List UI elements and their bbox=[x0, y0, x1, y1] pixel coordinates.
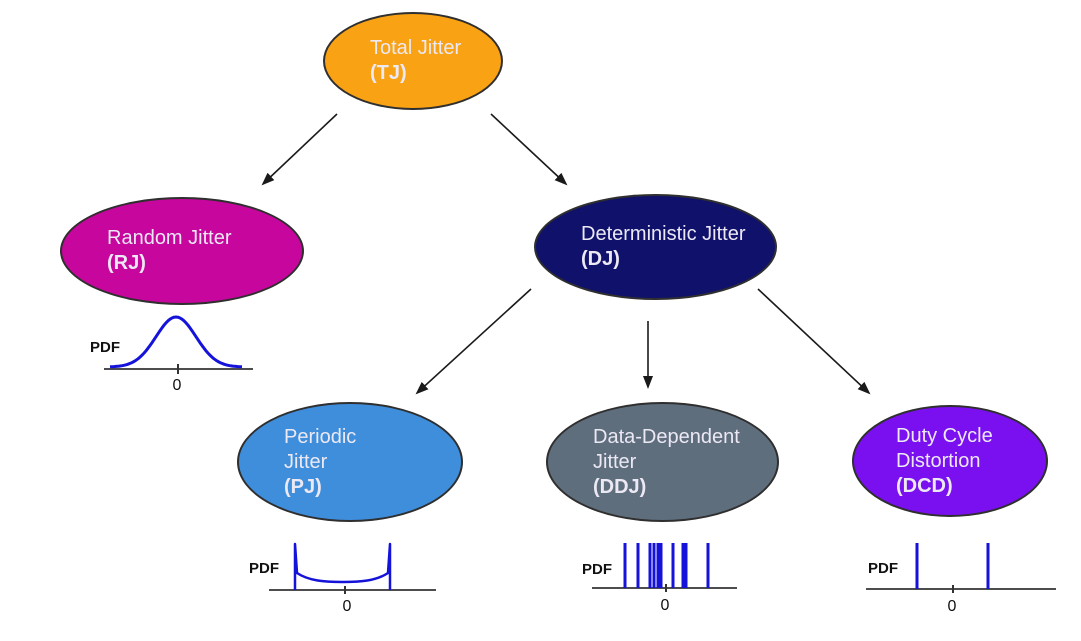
pdf-plot-periodic-jitter: PDF 0 bbox=[249, 542, 436, 615]
node-duty-cycle-distortion: Duty Cycle Distortion (DCD) bbox=[852, 405, 1048, 517]
node-random-jitter: Random Jitter (RJ) bbox=[60, 197, 304, 305]
pdf-zero-label: 0 bbox=[173, 377, 182, 394]
node-abbr: (DJ) bbox=[581, 248, 620, 270]
spike-lines bbox=[623, 543, 710, 588]
node-label: Periodic bbox=[284, 425, 357, 448]
node-abbr: (DCD) bbox=[896, 474, 953, 497]
arrow-tj-to-rj bbox=[261, 113, 338, 186]
pdf-zero-label: 0 bbox=[661, 597, 670, 614]
node-label: Total Jitter bbox=[370, 37, 462, 59]
arrow-dj-to-pj bbox=[415, 288, 532, 395]
spike-lines bbox=[915, 543, 990, 589]
node-abbr: (TJ) bbox=[370, 62, 407, 84]
pdf-plot-duty-cycle-distortion: PDF 0 bbox=[866, 543, 1056, 615]
pdf-axis-label: PDF bbox=[90, 339, 120, 356]
gaussian-curve bbox=[109, 315, 243, 369]
node-data-dependent-jitter: Data-Dependent Jitter (DDJ) bbox=[546, 402, 779, 522]
pdf-axis-label: PDF bbox=[582, 561, 612, 578]
node-label: Jitter bbox=[593, 450, 637, 473]
node-periodic-jitter: Periodic Jitter (PJ) bbox=[237, 402, 463, 522]
node-label: Distortion bbox=[896, 449, 981, 472]
pdf-zero-label: 0 bbox=[343, 598, 352, 615]
node-total-jitter: Total Jitter (TJ) bbox=[323, 12, 503, 110]
node-label: Random Jitter bbox=[107, 227, 232, 249]
bathtub-curve bbox=[293, 542, 392, 590]
node-abbr: (PJ) bbox=[284, 475, 322, 498]
arrow-tj-to-dj bbox=[490, 113, 568, 186]
pdf-axis-label: PDF bbox=[868, 560, 898, 577]
pdf-axis-label: PDF bbox=[249, 560, 279, 577]
pdf-plot-random-jitter: PDF 0 bbox=[90, 315, 253, 394]
node-label: Data-Dependent bbox=[593, 425, 740, 448]
node-abbr: (DDJ) bbox=[593, 475, 647, 498]
arrow-dj-to-dcd bbox=[757, 288, 871, 395]
node-label: Duty Cycle bbox=[896, 424, 993, 447]
node-deterministic-jitter: Deterministic Jitter (DJ) bbox=[534, 194, 777, 300]
node-label: Jitter bbox=[284, 450, 328, 473]
node-abbr: (RJ) bbox=[107, 252, 146, 274]
pdf-plot-data-dependent-jitter: PDF 0 bbox=[582, 543, 737, 614]
node-label: Deterministic Jitter bbox=[581, 223, 746, 245]
pdf-zero-label: 0 bbox=[948, 598, 957, 615]
